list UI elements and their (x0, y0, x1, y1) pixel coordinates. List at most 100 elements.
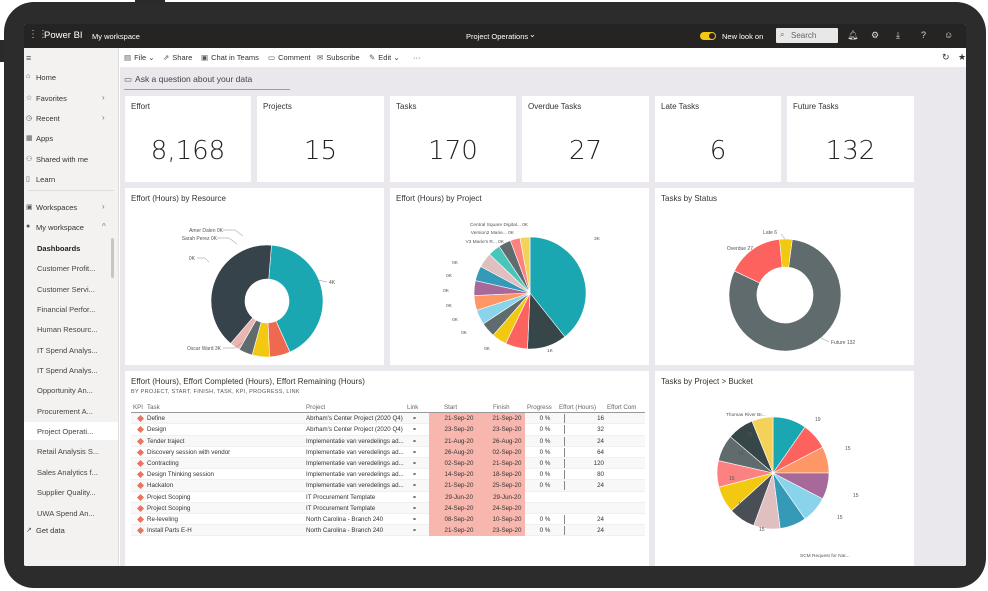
kpi-tile-effort[interactable]: Effort 8,168 (125, 96, 251, 182)
app-name[interactable]: Power BI (44, 30, 83, 41)
sidebar-scrollbar[interactable] (111, 238, 114, 278)
table-row[interactable]: Design Abrham's Center Project (2020 Q4) ⚭… (131, 424, 645, 436)
chart-effort-by-resource[interactable]: Effort (Hours) by Resource Amer Dalen 0K… (125, 188, 384, 365)
sidebar-item-it-spend-1[interactable]: IT Spend Analys... (37, 346, 98, 355)
kpi-tile-overdue-tasks[interactable]: Overdue Tasks 27 (522, 96, 649, 182)
link-icon[interactable]: ⚭ (412, 527, 418, 535)
sidebar-item-project-operations[interactable]: Project Operati... (24, 422, 118, 440)
link-icon[interactable]: ⚭ (412, 471, 418, 479)
chat-in-teams-button[interactable]: ▣ Chat in Teams (201, 53, 259, 62)
kpi-value: 8,168 (150, 136, 226, 166)
sidebar-item-dashboards[interactable]: Dashboards (37, 244, 81, 253)
chart-tasks-by-status[interactable]: Tasks by Status Late 6 Overdue 27 Future… (655, 188, 914, 365)
chart-slice[interactable] (529, 236, 587, 338)
sidebar-item-financial-performance[interactable]: Financial Perfor... (37, 305, 96, 314)
sidebar-item-home[interactable]: ⌂ Home (26, 73, 57, 82)
sidebar-item-favorites[interactable]: ☆ Favorites › (26, 93, 105, 103)
share-button[interactable]: ⇗ Share (163, 53, 193, 62)
table-tile-effort[interactable]: Effort (Hours), Effort Completed (Hours)… (125, 371, 649, 566)
cell-effort: 24 (597, 527, 604, 535)
report-title[interactable]: Project Operations (466, 32, 529, 41)
col-header-task[interactable]: Task (147, 404, 160, 411)
col-header-effort-completed[interactable]: Effort Com (607, 404, 637, 411)
table-row[interactable]: Hackaton Implementatie van veredelings ad… (131, 480, 645, 492)
get-data-button[interactable]: ↗ Get data (26, 526, 65, 535)
sidebar-item-workspaces[interactable]: ▣ Workspaces › (26, 202, 105, 212)
refresh-icon[interactable]: ↻ (942, 52, 950, 62)
link-icon[interactable]: ⚭ (412, 437, 418, 445)
chart-tasks-by-project-bucket[interactable]: Tasks by Project > Bucket Thomas River B… (655, 371, 914, 566)
chart-slice[interactable] (779, 238, 793, 268)
qna-input[interactable]: ▭ Ask a question about your data (124, 74, 290, 90)
chart-slice[interactable] (751, 416, 774, 474)
sidebar-item-it-spend-2[interactable]: IT Spend Analys... (37, 366, 98, 375)
subscribe-button[interactable]: ✉ Subscribe (317, 53, 360, 62)
sidebar-item-customer-service[interactable]: Customer Servi... (37, 285, 95, 294)
new-look-toggle[interactable] (700, 32, 716, 40)
link-icon[interactable]: ⚭ (412, 426, 418, 434)
sidebar-item-my-workspace[interactable]: ● My workspace ^ (26, 222, 106, 232)
app-grid-icon[interactable]: ⋮⋮ (28, 29, 48, 40)
chart-slice[interactable] (519, 236, 531, 294)
link-icon[interactable]: ⚭ (412, 504, 418, 512)
kpi-tile-late-tasks[interactable]: Late Tasks 6 (655, 96, 781, 182)
sidebar-item-recent[interactable]: ◷ Recent › (26, 113, 105, 123)
table-row[interactable]: Project Scoping IT Procurement Template ⚭ 2… (131, 502, 645, 514)
table-row[interactable]: Contracting Implementatie van veredelings… (131, 457, 645, 470)
link-icon[interactable]: ⚭ (412, 459, 418, 467)
table-row[interactable]: Install Parts E-H North Carolina - Branch… (131, 525, 645, 537)
help-icon[interactable]: ? (921, 30, 927, 40)
cell-task: Install Parts E-H (147, 527, 192, 535)
col-header-link[interactable]: Link (407, 404, 419, 411)
link-icon[interactable]: ⚭ (412, 493, 418, 501)
chevron-down-icon[interactable]: ⌄ (529, 30, 536, 39)
kpi-tile-tasks[interactable]: Tasks 170 (390, 96, 516, 182)
gear-icon[interactable]: ⚙ (871, 30, 880, 40)
bell-icon[interactable]: 🔔︎ (847, 30, 859, 40)
hamburger-icon[interactable]: ≡ (26, 53, 32, 63)
chart-effort-by-project[interactable]: Effort (Hours) by Project Central Square… (390, 188, 649, 365)
more-options-button[interactable]: ··· (413, 53, 421, 62)
sidebar-item-opportunity[interactable]: Opportunity An... (37, 386, 93, 395)
col-header-finish[interactable]: Finish (493, 404, 510, 411)
table-row[interactable]: Re-leveling North Carolina - Branch 240 ⚭ 0… (131, 513, 645, 526)
sidebar-item-human-resources[interactable]: Human Resourc... (37, 325, 98, 334)
sidebar-item-customer-profit[interactable]: Customer Profit... (37, 264, 96, 273)
edit-menu[interactable]: ✎ Edit ⌄ (369, 53, 400, 62)
chart-slice[interactable] (210, 244, 272, 344)
chart-slice[interactable] (728, 239, 842, 352)
sidebar-item-apps[interactable]: ▦ Apps (26, 134, 54, 143)
workspace-breadcrumb[interactable]: My workspace (92, 32, 140, 41)
link-icon[interactable]: ⚭ (412, 415, 418, 423)
sidebar-item-shared[interactable]: ⚇ Shared with me (26, 155, 89, 164)
link-icon[interactable]: ⚭ (412, 482, 418, 490)
table-row[interactable]: Discovery session with vendor Implementat… (131, 446, 645, 458)
sidebar-item-uwa-spend[interactable]: UWA Spend An... (37, 509, 95, 518)
favorite-star-icon[interactable]: ★ (958, 52, 966, 62)
comment-button[interactable]: ▭ Comment (268, 53, 311, 62)
kpi-tile-projects[interactable]: Projects 15 (257, 96, 384, 182)
col-header-project[interactable]: Project (306, 404, 326, 411)
sidebar-item-supplier-quality[interactable]: Supplier Quality... (37, 488, 96, 497)
file-menu[interactable]: ▤ File ⌄ (124, 53, 155, 62)
link-icon[interactable]: ⚭ (412, 448, 418, 456)
slice-label: Late 6 (763, 230, 777, 236)
feedback-smile-icon[interactable]: ☺ (944, 30, 954, 40)
download-icon[interactable]: ⤓ (896, 30, 900, 40)
table-row[interactable]: Project Scoping IT Procurement Template ⚭ 2… (131, 491, 645, 503)
col-header-kpi[interactable]: KPI (133, 404, 143, 411)
table-row[interactable]: Design Thinking session Implementatie van… (131, 469, 645, 481)
col-header-progress[interactable]: Progress (527, 404, 552, 411)
kpi-tile-future-tasks[interactable]: Future Tasks 132 (787, 96, 914, 182)
sidebar-item-procurement[interactable]: Procurement A... (37, 407, 93, 416)
table-row[interactable]: Define Abrham's Center Project (2020 Q4) ⚭… (131, 413, 645, 425)
sidebar-item-learn[interactable]: ▯ Learn (26, 175, 56, 184)
search-input[interactable]: ⌕ Search (776, 28, 838, 43)
col-header-start[interactable]: Start (444, 404, 458, 411)
link-icon[interactable]: ⚭ (412, 515, 418, 523)
sidebar-item-retail-analysis[interactable]: Retail Analysis S... (37, 447, 100, 456)
col-header-effort[interactable]: Effort (Hours) (559, 404, 597, 411)
chart-slice[interactable] (268, 244, 324, 353)
sidebar-item-sales-analytics[interactable]: Sales Analytics f... (37, 468, 98, 477)
table-row[interactable]: Tender traject Implementatie van veredeli… (131, 435, 645, 447)
